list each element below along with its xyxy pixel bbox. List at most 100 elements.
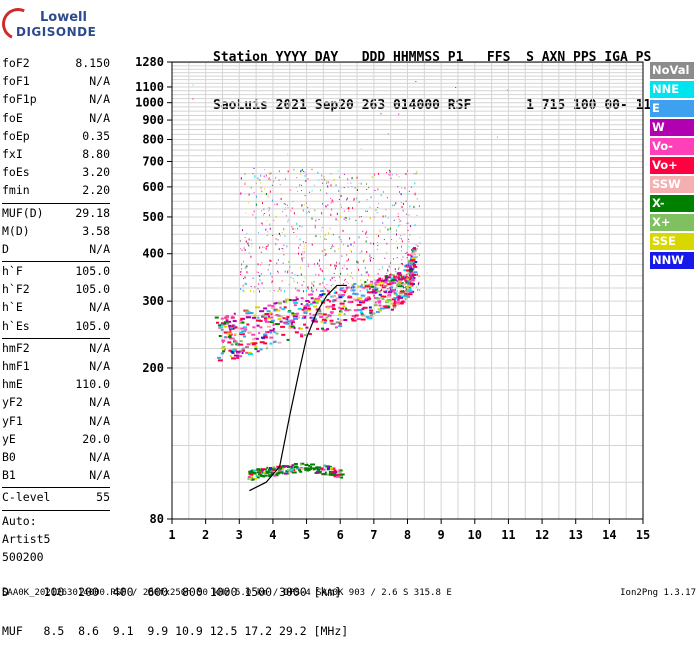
echo-point xyxy=(397,268,399,270)
echo-point xyxy=(327,232,329,235)
echo-point xyxy=(334,326,338,329)
echo-point xyxy=(326,284,328,286)
echo-point xyxy=(412,270,415,273)
echo-point xyxy=(496,136,498,138)
echo-point xyxy=(292,317,298,320)
echo-point xyxy=(281,280,283,282)
echo-point xyxy=(234,326,238,329)
echo-point xyxy=(418,254,420,256)
echo-point xyxy=(263,334,268,337)
echo-point xyxy=(246,233,248,235)
echo-point xyxy=(351,289,353,292)
param-row: yF1 N/A xyxy=(2,414,110,432)
echo-point xyxy=(343,210,345,212)
echo-point xyxy=(379,230,381,233)
echo-point xyxy=(253,167,255,169)
echo-point xyxy=(308,210,310,212)
echo-point xyxy=(366,199,368,201)
echo-point xyxy=(356,318,361,321)
echo-point xyxy=(303,467,309,470)
echo-point xyxy=(343,283,345,285)
echo-point xyxy=(275,301,278,304)
echo-point xyxy=(351,284,355,287)
echo-point xyxy=(311,287,313,290)
echo-point xyxy=(272,323,275,326)
echo-point xyxy=(260,251,262,253)
echo-point xyxy=(413,267,415,270)
echo-point xyxy=(277,259,279,262)
echo-point xyxy=(304,468,310,471)
echo-point xyxy=(386,280,391,283)
echo-point xyxy=(412,271,418,274)
echo-point xyxy=(319,267,321,270)
echo-point xyxy=(393,275,398,278)
echo-point xyxy=(343,244,345,246)
echo-point xyxy=(306,286,308,288)
echo-point xyxy=(235,350,241,353)
echo-point xyxy=(251,333,256,336)
echo-point xyxy=(364,297,369,300)
echo-point xyxy=(398,224,400,227)
echo-point xyxy=(192,98,194,100)
echo-point xyxy=(375,291,378,294)
echo-point xyxy=(291,471,297,474)
echo-point xyxy=(413,206,415,209)
echo-point xyxy=(248,202,250,204)
echo-point xyxy=(293,462,298,465)
echo-point xyxy=(295,296,298,299)
echo-point xyxy=(365,210,367,213)
echo-point xyxy=(330,312,333,315)
echo-point xyxy=(398,176,400,178)
echo-point xyxy=(347,182,349,184)
param-row: h`Es 105.0 xyxy=(2,319,110,337)
echo-point xyxy=(406,222,408,224)
echo-point xyxy=(304,308,308,311)
echo-point xyxy=(288,468,294,471)
echo-point xyxy=(291,271,293,274)
echo-point xyxy=(344,217,346,219)
echo-point xyxy=(251,316,256,319)
param-row: h`F 105.0 xyxy=(2,264,110,282)
echo-point xyxy=(300,462,305,465)
echo-point xyxy=(369,206,371,208)
echo-point xyxy=(407,222,409,224)
echo-point xyxy=(403,294,409,297)
echo-point xyxy=(259,348,263,351)
echo-point xyxy=(223,325,228,328)
echo-point xyxy=(323,464,327,467)
header-labels: Station YYYY DAY DDD HHMMSS P1 FFS S AXN… xyxy=(213,50,652,65)
echo-point xyxy=(406,266,409,269)
echo-point xyxy=(263,317,267,320)
echo-point xyxy=(401,245,403,248)
echo-point xyxy=(400,295,406,298)
echo-point xyxy=(392,304,397,307)
echo-point xyxy=(392,306,396,309)
echo-point xyxy=(338,313,342,316)
echo-point xyxy=(267,245,269,247)
echo-point xyxy=(258,319,263,322)
echo-point xyxy=(347,301,352,304)
echo-point xyxy=(366,188,368,190)
echo-point xyxy=(405,213,407,215)
echo-point xyxy=(280,289,282,292)
echo-point xyxy=(252,173,254,175)
echo-point xyxy=(329,321,334,324)
echo-point xyxy=(386,276,392,279)
echo-point xyxy=(317,262,319,265)
param-separator xyxy=(2,337,110,339)
echo-point xyxy=(386,252,388,254)
echo-point xyxy=(329,300,332,303)
echo-point xyxy=(332,200,334,203)
echo-point xyxy=(303,281,305,283)
echo-point xyxy=(406,257,408,259)
echo-point xyxy=(360,318,366,321)
echo-point xyxy=(298,246,300,249)
echo-point xyxy=(265,192,267,195)
echo-point xyxy=(362,260,364,263)
echo-point xyxy=(335,321,341,324)
echo-point xyxy=(297,228,299,230)
echo-point xyxy=(404,187,406,190)
echo-point xyxy=(306,462,309,465)
echo-point xyxy=(329,319,334,322)
echo-point xyxy=(405,278,407,280)
